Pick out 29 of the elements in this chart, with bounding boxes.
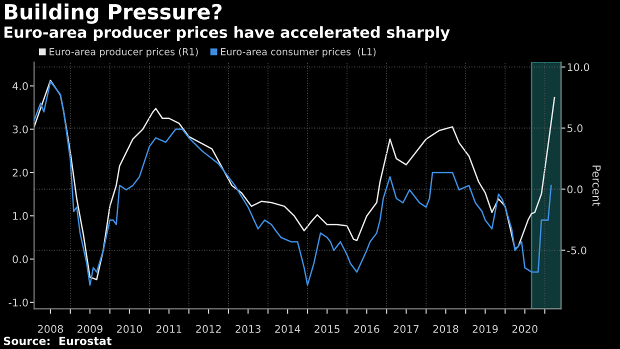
y-tick-label: -1.0 xyxy=(8,298,28,306)
y-tick-label: 3.0 xyxy=(12,125,28,134)
y-tick-label: 2.0 xyxy=(12,168,28,177)
x-tick-label: 2020 xyxy=(512,325,538,333)
y-tick-label: 4.0 xyxy=(12,82,28,90)
y2-axis-title: Percent xyxy=(592,166,601,206)
x-tick-label: 2008 xyxy=(38,325,63,333)
x-tick-label: 2017 xyxy=(394,325,419,333)
x-tick-label: 2018 xyxy=(433,325,458,333)
x-tick-label: 2010 xyxy=(116,325,142,333)
y2-tick-label: 10.0 xyxy=(568,63,590,72)
y2-tick-label: -5.0 xyxy=(567,246,586,254)
x-tick-label: 2015 xyxy=(314,325,340,333)
legend-label: Euro-area consumer prices (L1) xyxy=(221,48,376,58)
y-tick-label: 0.0 xyxy=(12,255,28,264)
x-tick-label: 2011 xyxy=(156,325,182,333)
y-tick-label: 1.0 xyxy=(13,212,28,220)
chart-title: Building Pressure? xyxy=(5,3,222,24)
source-note: Source: Eurostat xyxy=(4,336,112,346)
x-tick-label: 2012 xyxy=(196,325,221,333)
x-tick-label: 2013 xyxy=(236,325,260,333)
x-tick-label: 2016 xyxy=(354,325,380,333)
x-tick-label: 2009 xyxy=(77,325,102,333)
y2-tick-label: 0.0 xyxy=(567,185,583,194)
legend-label: Euro-area producer prices (R1) xyxy=(50,48,198,58)
x-tick-label: 2019 xyxy=(472,325,498,333)
y2-tick-label: 5.0 xyxy=(567,124,583,132)
x-tick-label: 2014 xyxy=(275,325,300,333)
chart-subtitle: Euro-area producer prices have accelerated sharply xyxy=(4,26,450,42)
